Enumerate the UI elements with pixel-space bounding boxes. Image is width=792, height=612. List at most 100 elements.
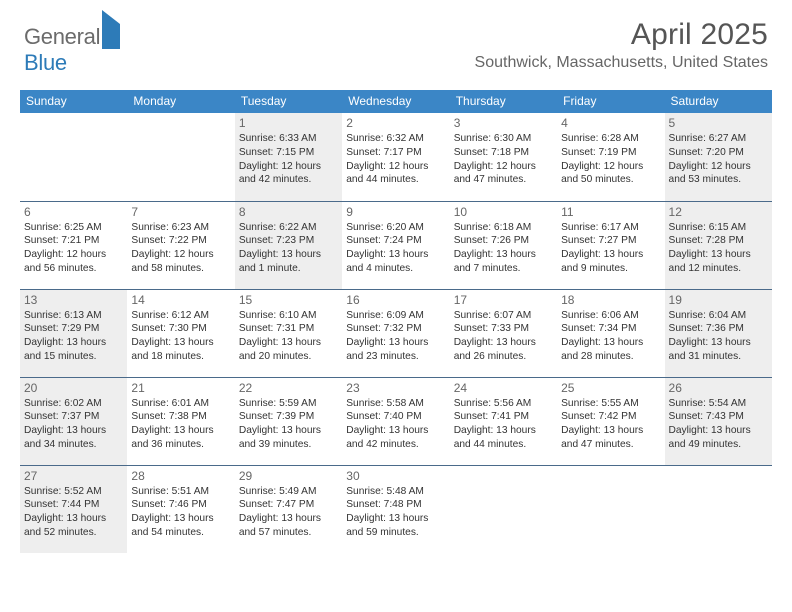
sunset-value: 7:28 PM — [706, 235, 744, 246]
sunset-label: Sunset: — [131, 235, 166, 246]
sunrise-label: Sunrise: — [561, 310, 598, 321]
day-info: Sunrise: 5:54 AMSunset: 7:43 PMDaylight:… — [669, 397, 768, 452]
sunset-label: Sunset: — [454, 323, 489, 334]
daylight-label: Daylight: — [24, 513, 64, 524]
day-number: 23 — [346, 381, 445, 395]
day-header: Friday — [557, 90, 664, 113]
day-info: Sunrise: 6:18 AMSunset: 7:26 PMDaylight:… — [454, 221, 553, 276]
day-number: 20 — [24, 381, 123, 395]
daylight-label: Daylight: — [346, 249, 386, 260]
day-header: Thursday — [450, 90, 557, 113]
daylight-label: Daylight: — [454, 161, 494, 172]
day-info: Sunrise: 5:58 AMSunset: 7:40 PMDaylight:… — [346, 397, 445, 452]
calendar-row: 20Sunrise: 6:02 AMSunset: 7:37 PMDayligh… — [20, 377, 772, 465]
day-info: Sunrise: 5:48 AMSunset: 7:48 PMDaylight:… — [346, 485, 445, 540]
calendar-row: 27Sunrise: 5:52 AMSunset: 7:44 PMDayligh… — [20, 465, 772, 553]
sunset-value: 7:44 PM — [61, 499, 99, 510]
day-info: Sunrise: 6:33 AMSunset: 7:15 PMDaylight:… — [239, 132, 338, 187]
sunset-value: 7:33 PM — [491, 323, 529, 334]
day-info: Sunrise: 6:12 AMSunset: 7:30 PMDaylight:… — [131, 309, 230, 364]
sunrise-value: 6:30 AM — [494, 133, 531, 144]
day-info: Sunrise: 5:52 AMSunset: 7:44 PMDaylight:… — [24, 485, 123, 540]
calendar-cell: 16Sunrise: 6:09 AMSunset: 7:32 PMDayligh… — [342, 289, 449, 377]
day-number: 21 — [131, 381, 230, 395]
daylight-label: Daylight: — [24, 425, 64, 436]
sunrise-label: Sunrise: — [561, 398, 598, 409]
day-number: 3 — [454, 116, 553, 130]
daylight-label: Daylight: — [454, 337, 494, 348]
calendar-cell: 22Sunrise: 5:59 AMSunset: 7:39 PMDayligh… — [235, 377, 342, 465]
day-header: Sunday — [20, 90, 127, 113]
calendar-cell: 7Sunrise: 6:23 AMSunset: 7:22 PMDaylight… — [127, 201, 234, 289]
sunrise-value: 6:12 AM — [172, 310, 209, 321]
sunrise-label: Sunrise: — [131, 222, 168, 233]
daylight-label: Daylight: — [131, 513, 171, 524]
day-info: Sunrise: 5:59 AMSunset: 7:39 PMDaylight:… — [239, 397, 338, 452]
sunrise-value: 6:27 AM — [709, 133, 746, 144]
day-info: Sunrise: 5:56 AMSunset: 7:41 PMDaylight:… — [454, 397, 553, 452]
calendar-cell: 26Sunrise: 5:54 AMSunset: 7:43 PMDayligh… — [665, 377, 772, 465]
sunrise-label: Sunrise: — [239, 222, 276, 233]
sunrise-value: 6:32 AM — [386, 133, 423, 144]
sunset-value: 7:46 PM — [169, 499, 207, 510]
sunrise-label: Sunrise: — [454, 310, 491, 321]
brand-word2: Blue — [24, 50, 67, 75]
sunrise-label: Sunrise: — [561, 133, 598, 144]
sunrise-label: Sunrise: — [454, 398, 491, 409]
sunset-label: Sunset: — [561, 235, 596, 246]
sunrise-value: 6:10 AM — [279, 310, 316, 321]
brand-logo: General Blue — [24, 24, 120, 76]
sunrise-label: Sunrise: — [239, 310, 276, 321]
sunrise-value: 5:49 AM — [279, 486, 316, 497]
sunrise-value: 6:25 AM — [64, 222, 101, 233]
day-info: Sunrise: 6:02 AMSunset: 7:37 PMDaylight:… — [24, 397, 123, 452]
daylight-label: Daylight: — [454, 425, 494, 436]
day-info: Sunrise: 6:20 AMSunset: 7:24 PMDaylight:… — [346, 221, 445, 276]
sunrise-label: Sunrise: — [454, 222, 491, 233]
sunset-value: 7:22 PM — [169, 235, 207, 246]
day-number: 8 — [239, 205, 338, 219]
day-info: Sunrise: 6:25 AMSunset: 7:21 PMDaylight:… — [24, 221, 123, 276]
day-number: 10 — [454, 205, 553, 219]
calendar-cell: 2Sunrise: 6:32 AMSunset: 7:17 PMDaylight… — [342, 113, 449, 201]
sunrise-value: 6:04 AM — [709, 310, 746, 321]
day-info: Sunrise: 5:51 AMSunset: 7:46 PMDaylight:… — [131, 485, 230, 540]
sunset-value: 7:15 PM — [276, 147, 314, 158]
calendar-cell: 23 Sunrise: 5:58 AMSunset: 7:40 PMDayligh… — [342, 377, 449, 465]
calendar-cell: 27Sunrise: 5:52 AMSunset: 7:44 PMDayligh… — [20, 465, 127, 553]
sunset-label: Sunset: — [239, 323, 274, 334]
sunrise-value: 6:07 AM — [494, 310, 531, 321]
sunset-label: Sunset: — [346, 235, 381, 246]
calendar-cell: 11Sunrise: 6:17 AMSunset: 7:27 PMDayligh… — [557, 201, 664, 289]
sunset-value: 7:24 PM — [384, 235, 422, 246]
daylight-label: Daylight: — [669, 161, 709, 172]
sunset-value: 7:37 PM — [61, 411, 99, 422]
sunset-label: Sunset: — [669, 411, 704, 422]
calendar-cell: 13Sunrise: 6:13 AMSunset: 7:29 PMDayligh… — [20, 289, 127, 377]
day-number: 9 — [346, 205, 445, 219]
day-info: Sunrise: 6:15 AMSunset: 7:28 PMDaylight:… — [669, 221, 768, 276]
sunset-label: Sunset: — [454, 147, 489, 158]
sunset-label: Sunset: — [346, 499, 381, 510]
sunrise-value: 5:56 AM — [494, 398, 531, 409]
day-number: 17 — [454, 293, 553, 307]
day-number: 18 — [561, 293, 660, 307]
daylight-label: Daylight: — [239, 249, 279, 260]
calendar-cell: 24Sunrise: 5:56 AMSunset: 7:41 PMDayligh… — [450, 377, 557, 465]
day-number: 16 — [346, 293, 445, 307]
sunrise-label: Sunrise: — [24, 398, 61, 409]
day-number: 5 — [669, 116, 768, 130]
location-text: Southwick, Massachusetts, United States — [475, 54, 768, 72]
day-info: Sunrise: 5:49 AMSunset: 7:47 PMDaylight:… — [239, 485, 338, 540]
daylight-label: Daylight: — [454, 249, 494, 260]
daylight-label: Daylight: — [346, 425, 386, 436]
sunrise-label: Sunrise: — [346, 486, 383, 497]
sunrise-value: 6:06 AM — [601, 310, 638, 321]
day-header: Wednesday — [342, 90, 449, 113]
day-number: 12 — [669, 205, 768, 219]
day-number: 11 — [561, 205, 660, 219]
sunrise-value: 6:15 AM — [709, 222, 746, 233]
calendar-cell: 25Sunrise: 5:55 AMSunset: 7:42 PMDayligh… — [557, 377, 664, 465]
sunrise-value: 5:59 AM — [279, 398, 316, 409]
daylight-label: Daylight: — [561, 425, 601, 436]
